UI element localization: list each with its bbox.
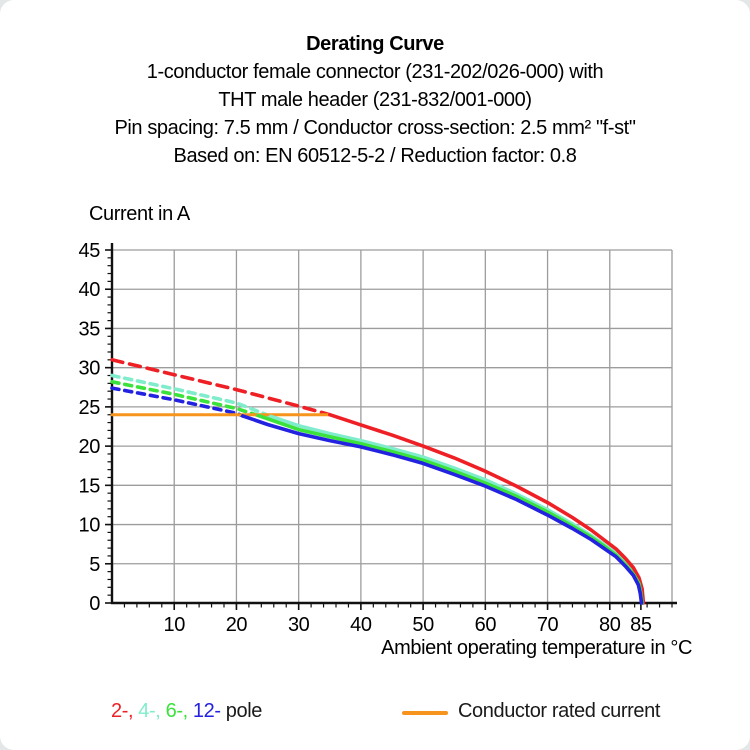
x-tick-label: 60 [475,614,497,636]
legend-pole-6-label: 6-, [165,700,193,722]
x-tick-label: 10 [163,614,185,636]
y-tick-label: 35 [79,318,101,340]
y-tick-label: 40 [79,279,101,301]
chart-header: Derating Curve 1-conductor female connec… [0,30,750,170]
conductor-rated-current-swatch [402,711,448,715]
conductor-rated-current-label: Conductor rated current [458,700,661,722]
y-tick-label: 15 [79,475,101,497]
legend-pole-colors: 2-, 4-, 6-, 12- pole [111,700,262,723]
y-tick-label: 0 [89,593,100,615]
x-tick-label: 20 [226,614,248,636]
x-tick-label: 85 [630,614,652,636]
curve-dashed-6-pole [110,380,260,418]
y-tick-label: 30 [79,358,101,380]
y-tick-label: 20 [79,436,101,458]
x-tick-label: 50 [412,614,434,636]
x-tick-label: 40 [350,614,372,636]
y-tick-label: 10 [79,515,101,537]
x-tick-label: 80 [599,614,621,636]
curve-dashed-4-pole [110,373,273,419]
curve-dashed-12-pole [110,386,245,418]
curve-solid-2-pole [328,412,646,605]
y-axis-title: Current in A [89,203,190,225]
chart-subtitle-line-3: Pin spacing: 7.5 mm / Conductor cross-se… [114,117,636,139]
y-tick-label: 25 [79,397,101,419]
legend-pole-4-label: 4-, [138,700,166,722]
legend-pole-2-label: 2-, [111,700,139,722]
curve-dashed-2-pole [110,358,332,417]
y-tick-label: 5 [89,554,100,576]
curve-solid-12-pole [240,414,644,605]
y-tick-label: 45 [79,240,101,262]
chart-subtitle-line-2: THT male header (231-832/001-000) [218,89,532,111]
legend-pole-12-label: 12- [192,700,226,722]
chart-subtitle-line-4: Based on: EN 60512-5-2 / Reduction facto… [173,145,577,167]
chart-subtitle-line-1: 1-conductor female connector (231-202/02… [146,61,604,83]
x-axis-title: Ambient operating temperature in °C [381,637,692,659]
x-tick-label: 70 [537,614,559,636]
curve-solid-4-pole [268,414,645,605]
legend-pole-suffix: pole [225,700,263,722]
chart-title: Derating Curve [306,33,444,55]
curve-solid-6-pole [256,413,644,605]
x-tick-label: 30 [288,614,310,636]
